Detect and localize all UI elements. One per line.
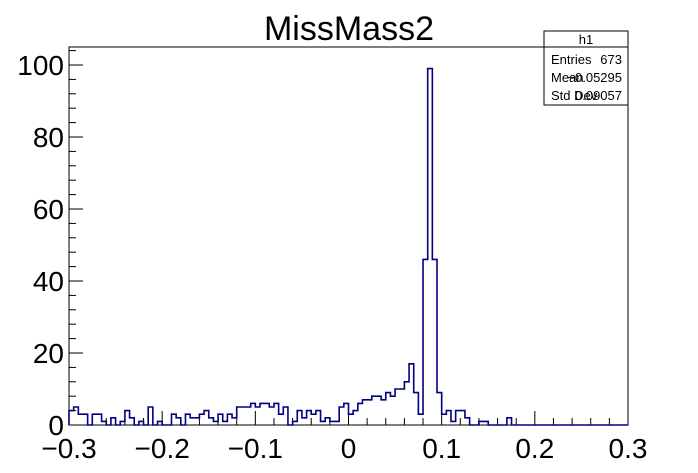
x-tick-label: −0.2 [135,433,190,464]
x-tick-label: 0.1 [422,433,461,464]
y-tick-label: 40 [33,266,64,297]
y-tick-label: 60 [33,194,64,225]
x-tick-label: 0.3 [609,433,648,464]
x-tick-label: −0.3 [41,433,96,464]
x-tick-labels: −0.3 −0.2 −0.1 0 0.1 0.2 0.3 [41,433,647,464]
stats-mean-label: Mean [551,70,584,85]
axis-ticks [68,50,629,426]
x-tick-label: −0.1 [228,433,283,464]
stats-stddev-value: 0.09057 [575,88,622,103]
histogram-series-line [68,67,628,426]
chart-title: MissMass2 [264,10,434,48]
stats-entries-label: Entries [551,52,592,67]
x-tick-label: 0.2 [515,433,554,464]
stats-stddev-label: Std Dev [551,88,598,103]
stats-entries-value: 673 [600,52,622,67]
stats-box: h1 Entries 673 Mean −0.05295 Std Dev 0.0… [543,30,629,106]
x-tick-label: 0 [341,433,357,464]
y-tick-labels: 0 20 40 60 80 100 [17,50,64,441]
stats-mean-value: −0.05295 [567,70,622,85]
y-tick-label: 80 [33,122,64,153]
y-tick-label: 20 [33,338,64,369]
stats-box-title: h1 [579,32,593,47]
y-tick-label: 100 [17,50,64,81]
y-tick-label: 0 [48,410,64,441]
stats-box-frame [543,30,629,106]
